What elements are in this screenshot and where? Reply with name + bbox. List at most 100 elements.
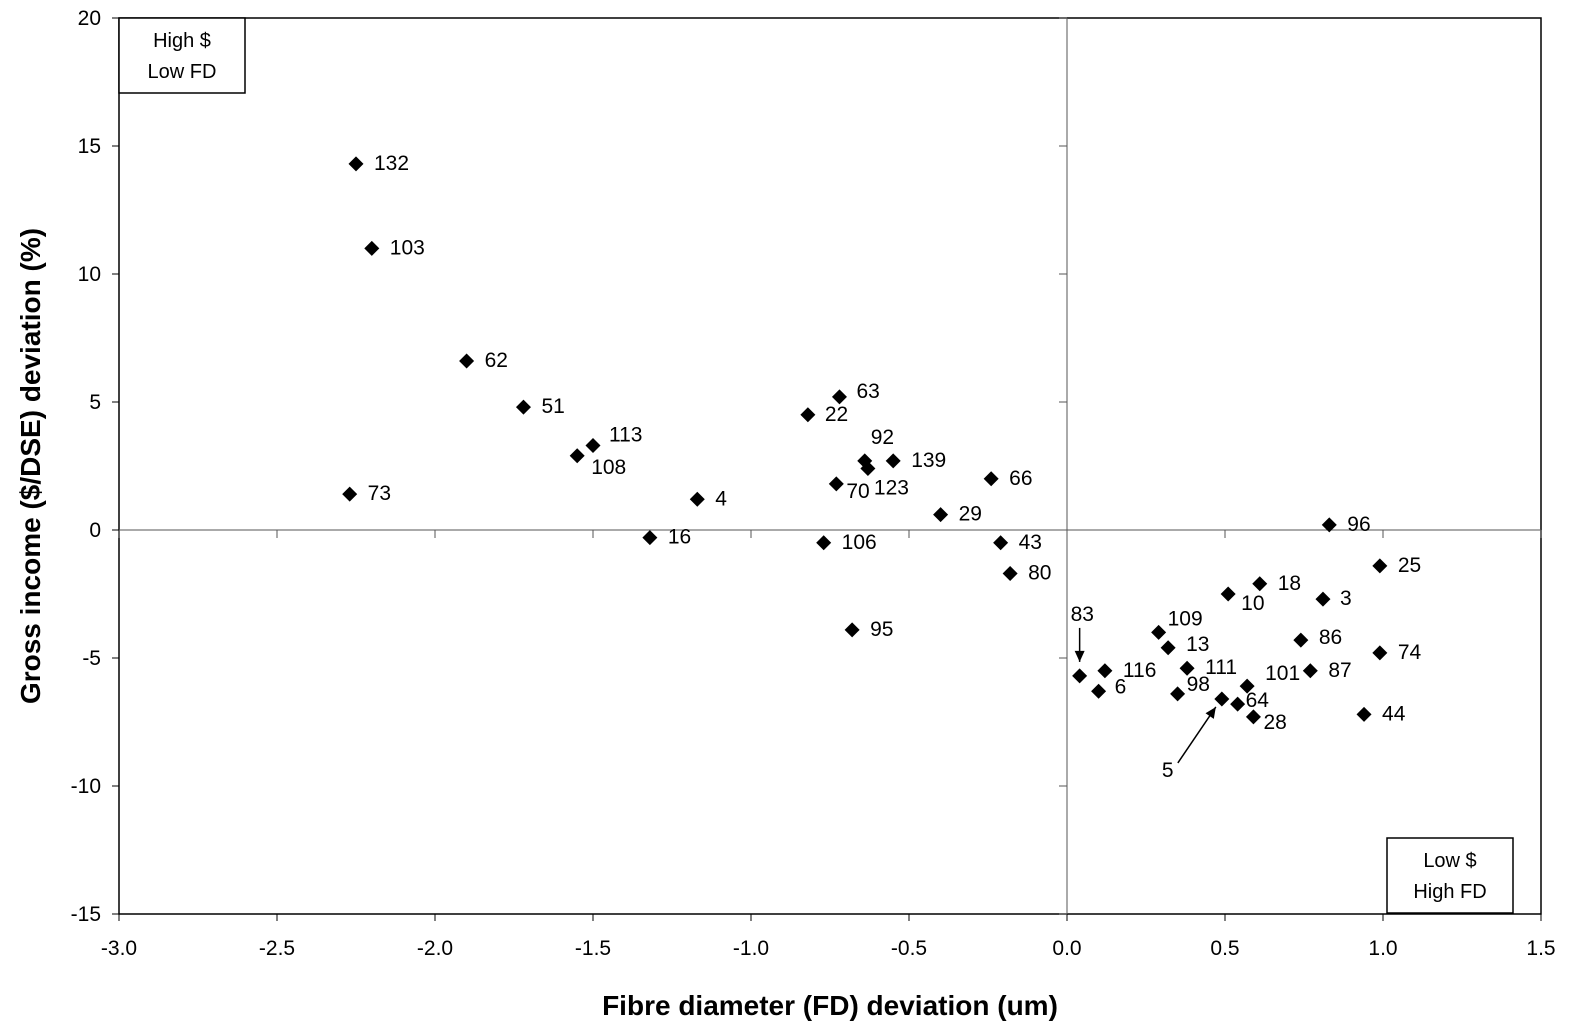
- point-label: 96: [1347, 513, 1370, 536]
- data-point: [831, 389, 847, 405]
- point-label: 3: [1340, 587, 1352, 610]
- point-label: 63: [856, 380, 879, 403]
- point-label: 4: [715, 487, 727, 510]
- point-label: 73: [368, 482, 391, 505]
- point-label: 29: [959, 503, 982, 526]
- data-point: [1321, 517, 1337, 533]
- x-tick-label: 1.5: [1526, 937, 1555, 960]
- point-label: 98: [1187, 673, 1210, 696]
- data-point: [342, 486, 358, 502]
- point-label: 116: [1123, 659, 1156, 682]
- point-label: 80: [1028, 562, 1051, 585]
- data-point: [459, 353, 475, 369]
- point-label: 106: [842, 531, 877, 554]
- data-point: [1372, 645, 1388, 661]
- point-label: 6: [1115, 675, 1127, 698]
- point-label: 28: [1263, 711, 1286, 734]
- arrow-5: [1177, 706, 1217, 764]
- point-label: 10: [1241, 592, 1264, 615]
- point-label: 44: [1382, 702, 1406, 725]
- y-tick-label: 20: [78, 7, 101, 30]
- data-point: [1302, 663, 1318, 679]
- data-point: [800, 407, 816, 423]
- data-point: [569, 448, 585, 464]
- data-point: [1072, 668, 1088, 684]
- data-point: [585, 438, 601, 454]
- axes-layer: -3.0 -2.5 -2.0 -1.5 -1.0 -0.5 0.0 0.5 1.0 1.5 20 15…: [71, 7, 1556, 960]
- data-point: [1293, 632, 1309, 648]
- point-label: 70: [846, 480, 869, 503]
- data-point: [642, 530, 658, 546]
- x-axis-title: Fibre diameter (FD) deviation (um): [602, 990, 1058, 1021]
- quadrant-box: [118, 17, 246, 94]
- point-label: 62: [485, 349, 508, 372]
- x-tick-label: -2.0: [417, 937, 453, 960]
- data-point: [1091, 683, 1107, 699]
- x-tick-label: -1.0: [733, 937, 769, 960]
- point-label: 64: [1246, 689, 1270, 712]
- data-point: [844, 622, 860, 638]
- quadrant-box-line2: Low FD: [148, 61, 217, 83]
- data-point: [983, 471, 999, 487]
- data-point: [1220, 586, 1236, 602]
- plot-border: [118, 17, 1542, 915]
- y-tick-label: 5: [89, 391, 101, 414]
- data-point: [1372, 558, 1388, 574]
- point-label: 13: [1186, 633, 1209, 656]
- data-point: [1230, 696, 1246, 712]
- data-point: [1245, 709, 1261, 725]
- x-tick-label: -0.5: [891, 937, 927, 960]
- data-point: [816, 535, 832, 551]
- point-label: 43: [1019, 531, 1042, 554]
- point-label: 22: [825, 403, 848, 426]
- y-tick-label: -15: [71, 903, 101, 926]
- data-point: [1252, 576, 1268, 592]
- data-point: [933, 507, 949, 523]
- point-label: 87: [1328, 659, 1351, 682]
- y-tick-label: 15: [78, 135, 101, 158]
- point-label: 111: [1205, 656, 1237, 679]
- x-tick-label: -2.5: [259, 937, 295, 960]
- point-label: 139: [911, 449, 946, 472]
- y-tick-label: 0: [89, 519, 101, 542]
- point-label: 74: [1398, 641, 1422, 664]
- x-tick-label: 0.0: [1052, 937, 1081, 960]
- data-point: [1160, 640, 1176, 656]
- points-layer: [342, 156, 1388, 725]
- data-point: [348, 156, 364, 172]
- data-point: [828, 476, 844, 492]
- point-label: 18: [1278, 572, 1301, 595]
- y-tick-label: -5: [82, 647, 101, 670]
- arrow-5-head: [1205, 706, 1216, 719]
- data-point: [1002, 566, 1018, 582]
- x-tick-label: 1.0: [1368, 937, 1397, 960]
- data-point: [1356, 706, 1372, 722]
- y-tick-label: 10: [78, 263, 101, 286]
- quadrant-boxes-layer: High $ Low FD Low $ High FD: [118, 17, 1514, 914]
- point-label: 25: [1398, 554, 1421, 577]
- data-point: [885, 453, 901, 469]
- arrow-83-head: [1074, 650, 1085, 662]
- y-tick-label: -10: [71, 775, 101, 798]
- data-point: [1151, 624, 1167, 640]
- point-label: 103: [390, 236, 425, 259]
- point-label: 123: [874, 477, 909, 500]
- data-point: [1214, 691, 1230, 707]
- data-point: [1097, 663, 1113, 679]
- data-point: [364, 240, 380, 256]
- point-label: 101: [1265, 662, 1300, 685]
- data-point: [993, 535, 1009, 551]
- point-label: 16: [668, 526, 691, 549]
- point-label: 66: [1009, 467, 1032, 490]
- point-label: 95: [870, 618, 893, 641]
- point-label: 51: [541, 395, 564, 418]
- data-point: [860, 461, 876, 477]
- quadrant-box-line1: Low $: [1423, 850, 1476, 872]
- data-point: [1239, 678, 1255, 694]
- y-axis-title: Gross income ($/DSE) deviation (%): [15, 228, 46, 704]
- point-label: 132: [374, 152, 409, 175]
- data-point: [689, 491, 705, 507]
- point-label: 108: [591, 456, 626, 479]
- data-point: [515, 399, 531, 415]
